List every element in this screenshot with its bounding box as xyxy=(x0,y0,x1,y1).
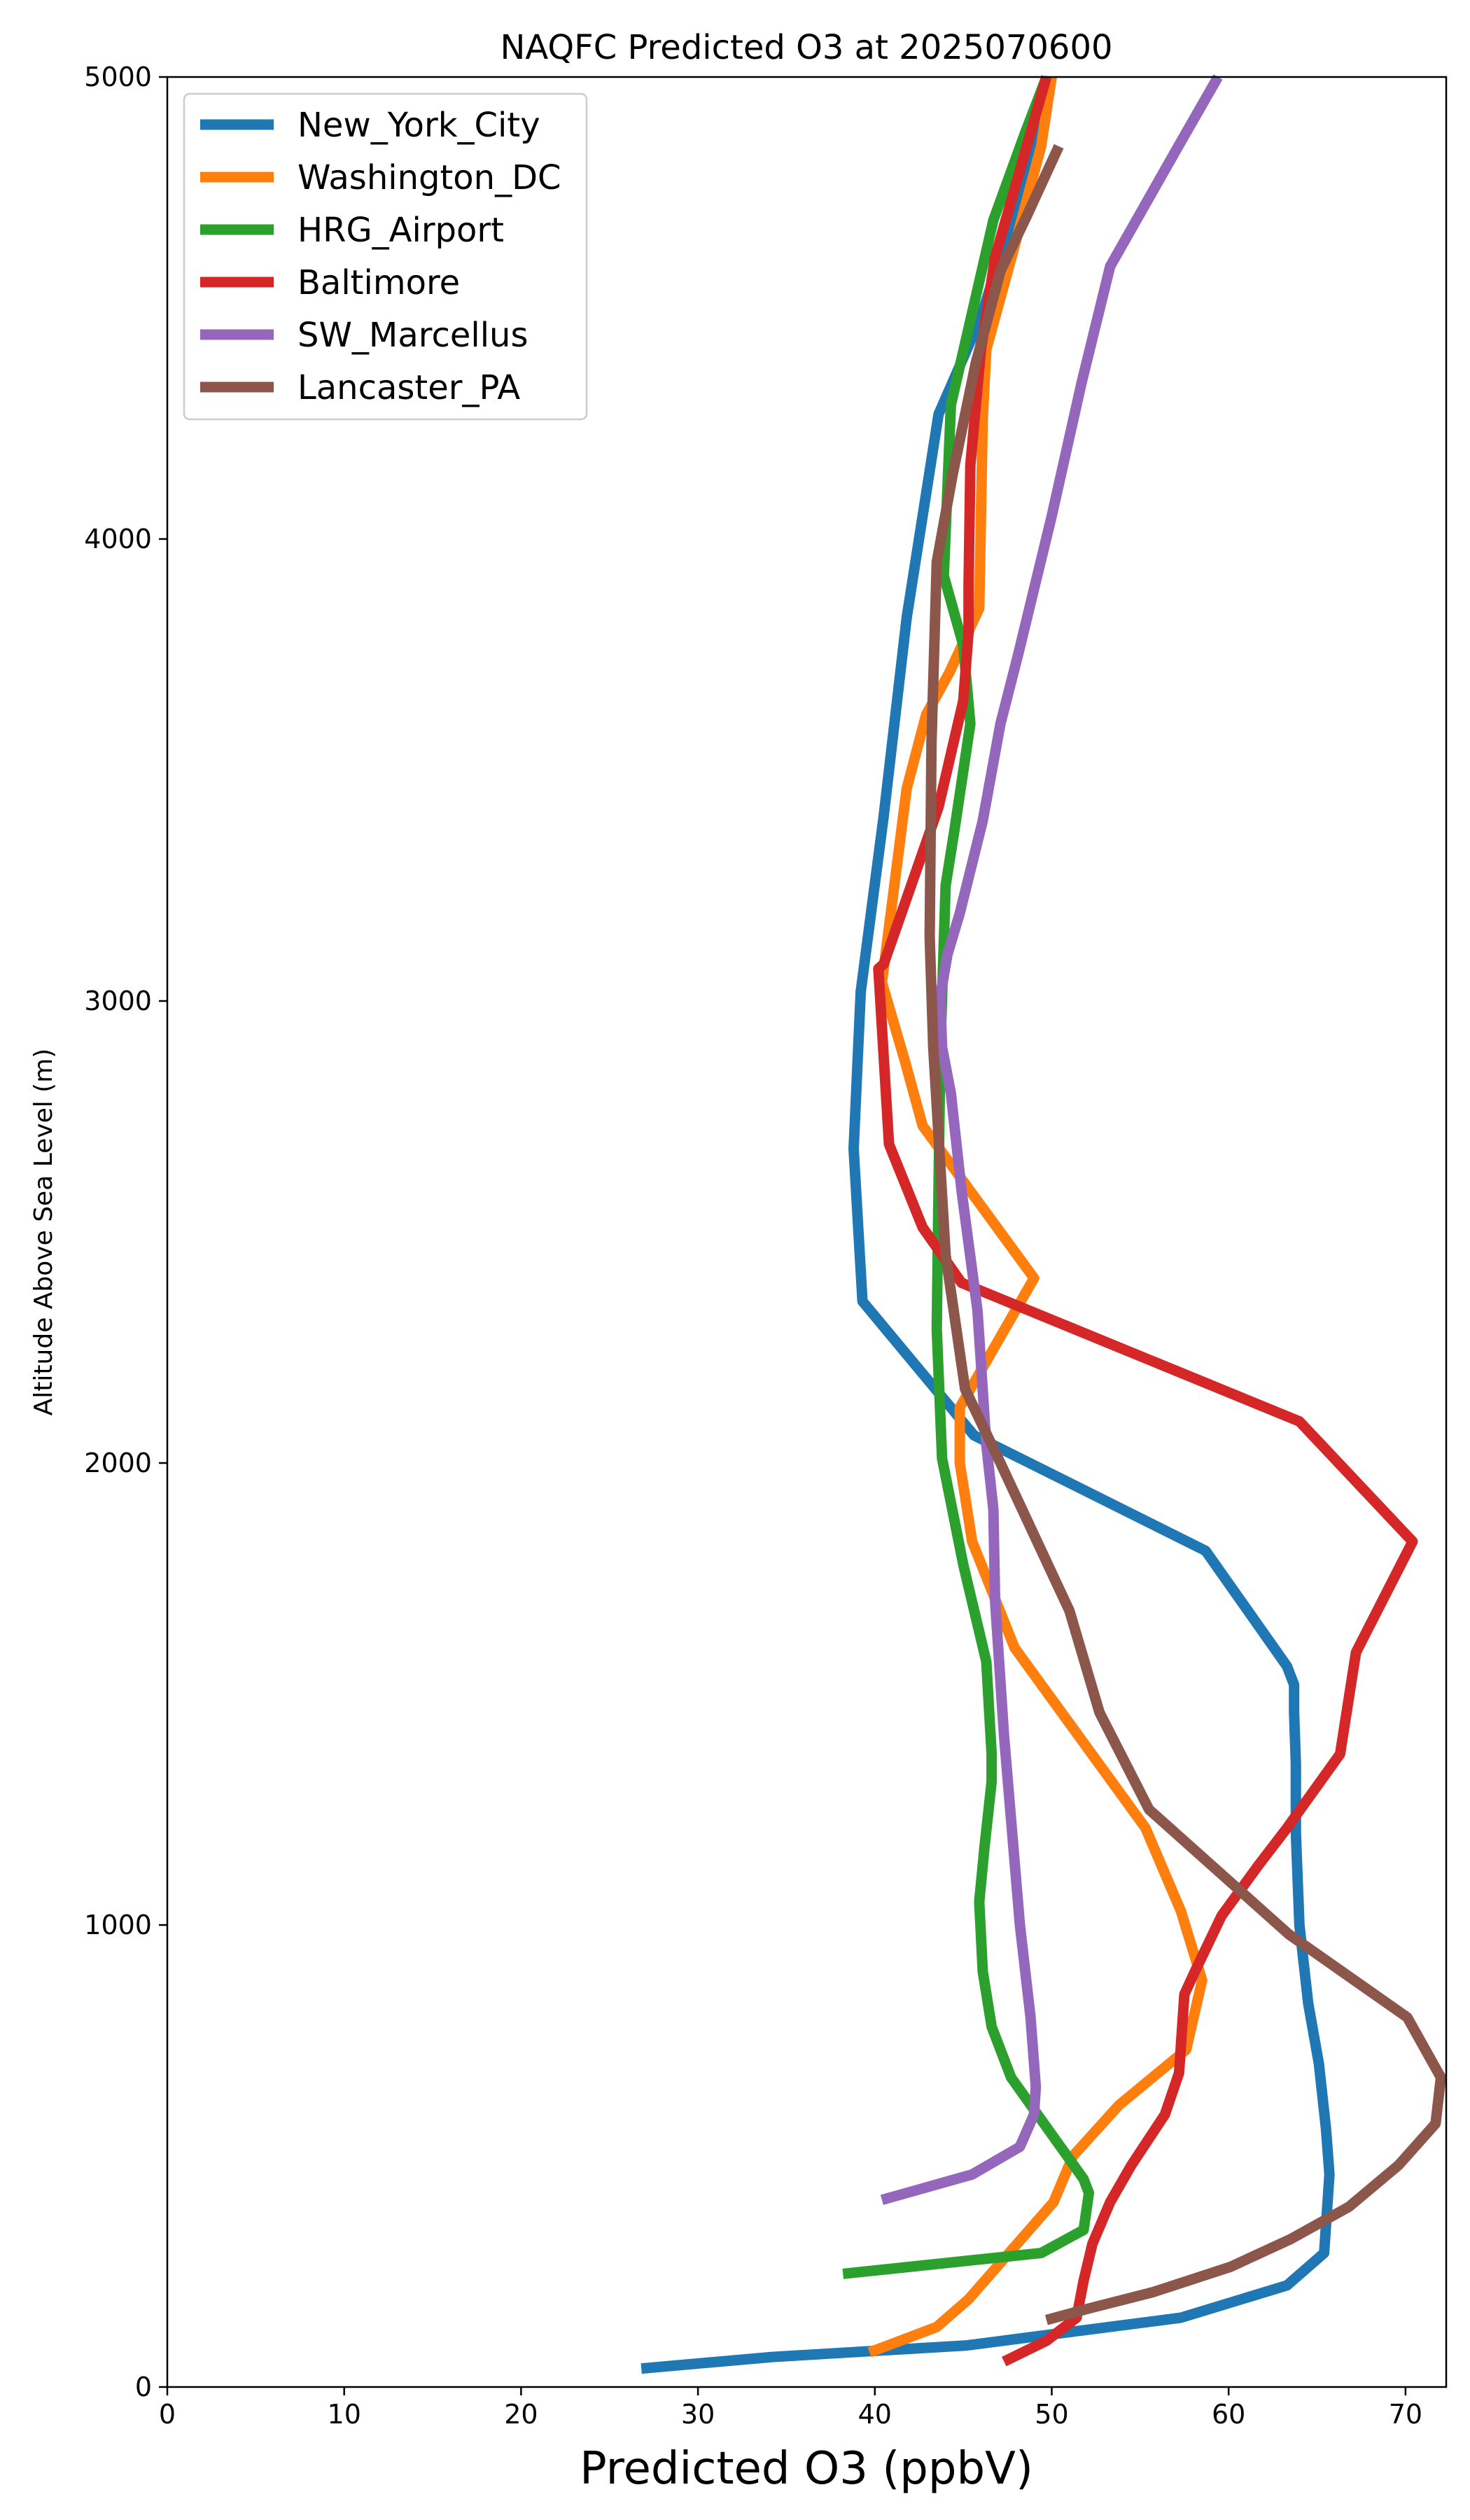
chart-title: NAQFC Predicted O3 at 2025070600 xyxy=(500,28,1112,67)
legend-entries: New_York_City Washington_DC HRG_Airport Bal… xyxy=(200,106,561,407)
x-tick-label: 20 xyxy=(504,2399,538,2430)
y-tick-label: 1000 xyxy=(84,1910,152,1940)
series-line-washington-dc xyxy=(867,76,1208,2358)
x-tick-label: 30 xyxy=(681,2399,715,2430)
legend-label: HRG_Airport xyxy=(298,211,504,250)
x-tick-label: 0 xyxy=(159,2399,176,2430)
legend-frame xyxy=(183,92,588,421)
x-tick-label: 60 xyxy=(1212,2399,1245,2430)
y-axis: 0 1000 2000 3000 4000 5000 xyxy=(84,62,167,2402)
legend-label: Washington_DC xyxy=(298,158,561,197)
series-line-sw-marcellus xyxy=(880,74,1223,2205)
legend: New_York_City Washington_DC HRG_Airport Bal… xyxy=(183,92,588,421)
legend-label: New_York_City xyxy=(298,106,540,145)
plot-background xyxy=(167,77,1446,2387)
y-tick-label: 5000 xyxy=(84,62,152,92)
legend-label: Baltimore xyxy=(298,263,460,302)
x-tick-label: 10 xyxy=(328,2399,361,2430)
plot-area xyxy=(166,74,1448,2388)
series-line-lancaster-pa xyxy=(924,144,1446,2325)
x-tick-label: 70 xyxy=(1389,2399,1422,2430)
y-tick-label: 3000 xyxy=(84,986,152,1016)
x-axis-label: Predicted O3 (ppbV) xyxy=(580,2443,1033,2495)
y-tick-label: 4000 xyxy=(84,524,152,554)
x-tick-label: 40 xyxy=(858,2399,892,2430)
series-line-baltimore xyxy=(873,75,1418,2367)
legend-label: SW_Marcellus xyxy=(298,316,528,355)
y-axis-label: Altitude Above Sea Level (m) xyxy=(29,1049,58,1416)
x-tick-label: 50 xyxy=(1035,2399,1068,2430)
x-axis: 0 10 20 30 40 50 60 70 xyxy=(159,2387,1422,2430)
series-group xyxy=(640,74,1446,2374)
legend-label: Lancaster_PA xyxy=(298,368,520,407)
series-line-new-york-city xyxy=(640,76,1335,2374)
y-tick-label: 0 xyxy=(135,2372,152,2402)
y-tick-label: 2000 xyxy=(84,1448,152,1478)
plot-frame xyxy=(166,76,1448,2388)
